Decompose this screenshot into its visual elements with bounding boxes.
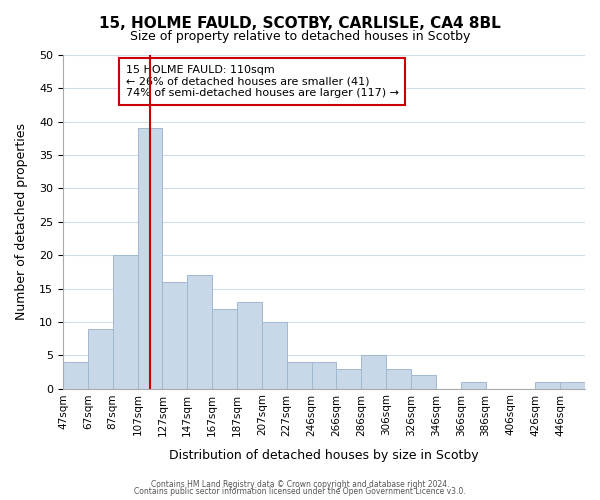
Bar xyxy=(163,282,187,389)
Bar xyxy=(187,275,212,388)
Bar xyxy=(63,362,88,388)
Bar xyxy=(361,356,386,388)
Bar xyxy=(88,328,113,388)
Text: 15 HOLME FAULD: 110sqm
← 26% of detached houses are smaller (41)
74% of semi-det: 15 HOLME FAULD: 110sqm ← 26% of detached… xyxy=(125,65,398,98)
Bar xyxy=(212,308,237,388)
Text: 15, HOLME FAULD, SCOTBY, CARLISLE, CA4 8BL: 15, HOLME FAULD, SCOTBY, CARLISLE, CA4 8… xyxy=(99,16,501,32)
Text: Contains public sector information licensed under the Open Government Licence v3: Contains public sector information licen… xyxy=(134,487,466,496)
Bar xyxy=(311,362,337,388)
Text: Size of property relative to detached houses in Scotby: Size of property relative to detached ho… xyxy=(130,30,470,43)
Bar xyxy=(337,368,361,388)
Bar xyxy=(560,382,585,388)
Bar xyxy=(137,128,163,388)
Bar xyxy=(113,255,137,388)
Bar xyxy=(461,382,485,388)
Bar xyxy=(262,322,287,388)
Y-axis label: Number of detached properties: Number of detached properties xyxy=(15,124,28,320)
Bar xyxy=(237,302,262,388)
Text: Contains HM Land Registry data © Crown copyright and database right 2024.: Contains HM Land Registry data © Crown c… xyxy=(151,480,449,489)
Bar xyxy=(386,368,411,388)
X-axis label: Distribution of detached houses by size in Scotby: Distribution of detached houses by size … xyxy=(169,450,479,462)
Bar xyxy=(411,376,436,388)
Bar xyxy=(535,382,560,388)
Bar xyxy=(287,362,311,388)
